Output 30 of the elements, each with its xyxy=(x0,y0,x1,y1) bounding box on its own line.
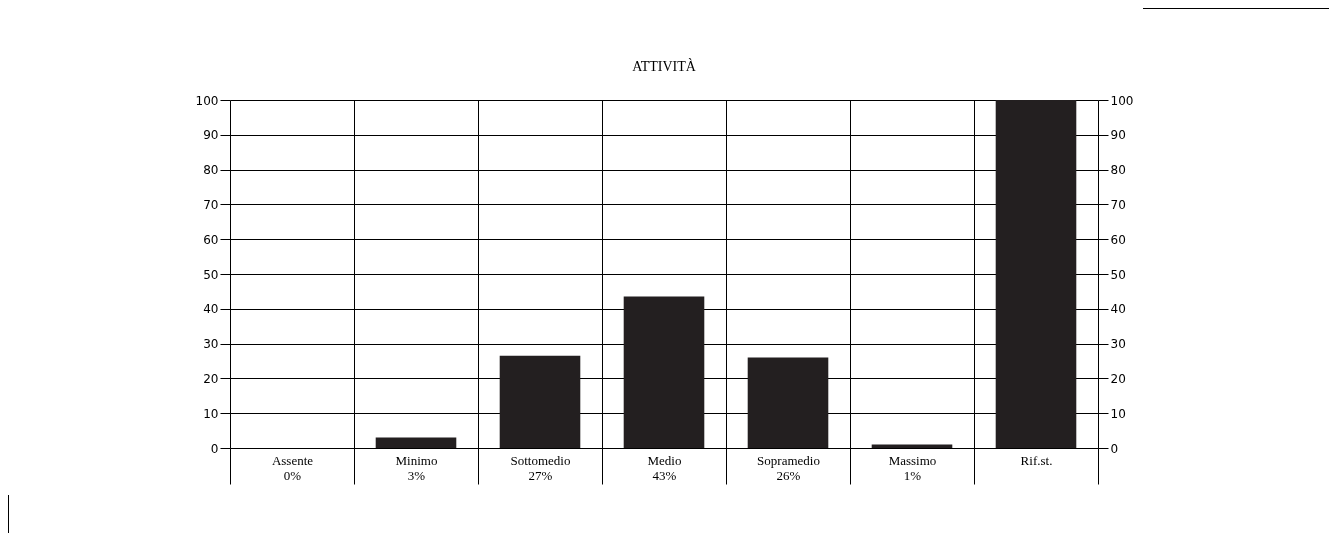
y-tick-label: 70 xyxy=(203,197,219,212)
y-tick-label: 60 xyxy=(203,232,219,247)
y-tick-label: 10 xyxy=(203,406,219,421)
y-tick-label: 50 xyxy=(203,267,219,282)
x-tick-label: Sottomedio 27% xyxy=(510,452,571,483)
y-tick-label: 80 xyxy=(203,163,219,178)
x-tick-label: Assente 0% xyxy=(271,452,314,483)
y2-tick-label: 30 xyxy=(1110,337,1126,352)
x-tick-label: Massimo 1% xyxy=(888,452,937,483)
y-tick-label: 0 xyxy=(210,441,219,456)
y2-tick-label: 60 xyxy=(1110,232,1126,247)
y2-tick-label: 50 xyxy=(1110,267,1126,282)
chart-title: ATTIVITÀ xyxy=(632,58,697,74)
y-tick-label: 40 xyxy=(203,302,219,317)
y2-tick-label: 100 xyxy=(1110,93,1134,108)
y2-tick-label: 40 xyxy=(1110,302,1126,317)
y-tick-label: 20 xyxy=(203,371,219,386)
x-tick-label: Minimo 3% xyxy=(395,452,438,483)
y2-tick-label: 90 xyxy=(1110,128,1126,143)
y-tick-label: 100 xyxy=(195,93,219,108)
y2-tick-label: 70 xyxy=(1110,197,1126,212)
x-tick-label: Rif.st. xyxy=(1020,452,1053,468)
y-tick-label: 30 xyxy=(203,337,219,352)
y2-tick-label: 0 xyxy=(1110,441,1119,456)
x-tick-label: Sopramedio 26% xyxy=(757,452,820,483)
y2-tick-label: 10 xyxy=(1110,406,1126,421)
x-tick-label: Medio 43% xyxy=(647,452,682,483)
y2-tick-label: 20 xyxy=(1110,371,1126,386)
y-tick-label: 90 xyxy=(203,128,219,143)
y2-tick-label: 80 xyxy=(1110,163,1126,178)
